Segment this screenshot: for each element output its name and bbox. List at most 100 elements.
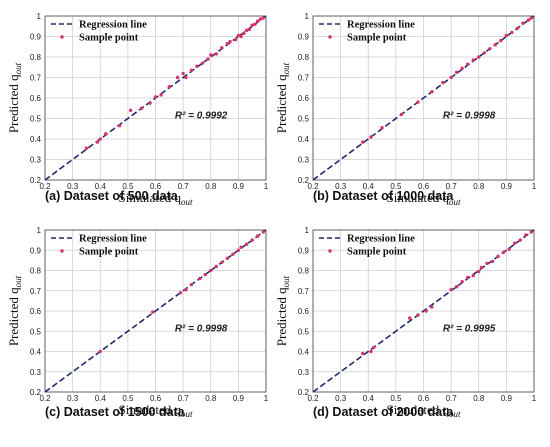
sample-point (496, 254, 500, 259)
x-tick-label: 0.3 (335, 182, 347, 191)
y-tick-label: 0.2 (30, 176, 42, 185)
x-tick-label: 0.8 (473, 182, 485, 191)
x-tick-label: 0.6 (150, 394, 162, 403)
sample-point (515, 26, 520, 30)
sample-point (203, 272, 207, 277)
sample-point (128, 108, 133, 113)
sample-point (372, 345, 376, 350)
sample-point (195, 64, 199, 68)
legend-label-regression: Regression line (79, 20, 147, 31)
x-tick-label: 1 (264, 394, 269, 403)
y-tick-label: 0.9 (30, 246, 42, 255)
sample-point (148, 101, 152, 105)
sample-point (507, 247, 511, 251)
x-tick-label: 1 (532, 182, 537, 191)
x-tick-label: 0.3 (67, 394, 79, 403)
x-tick-label: 1 (264, 182, 269, 191)
legend-swatch-sample (60, 35, 64, 39)
sample-point (178, 291, 183, 295)
sample-point (244, 28, 249, 33)
sample-point (198, 276, 202, 281)
sample-point (477, 269, 481, 274)
sample-point (184, 288, 188, 292)
x-tick-label: 0.5 (122, 182, 134, 191)
sample-point (214, 52, 218, 56)
sample-point (369, 349, 373, 354)
sample-point (258, 17, 263, 21)
sample-point (250, 238, 254, 242)
sample-point (416, 313, 420, 317)
sample-point (466, 62, 470, 66)
y-axis-label: Predicted qout (274, 275, 291, 346)
y-tick-label: 0.5 (298, 327, 310, 336)
regression-line (44, 229, 267, 393)
sample-point (369, 135, 373, 139)
legend-swatch-sample (328, 35, 332, 39)
sample-point (510, 30, 514, 35)
sample-point (521, 21, 525, 25)
sample-point (430, 90, 434, 94)
y-tick-label: 0.8 (298, 53, 310, 62)
y-tick-label: 0.5 (298, 115, 310, 124)
sample-point (518, 238, 522, 242)
sample-point (209, 268, 213, 273)
chart-panel-1: 0.20.2 0.3 0.3 0.4 0.4 0.5 0.5 0.6 0.6 0.7 0.7 0.8 0… (274, 12, 537, 207)
y-axis-label: Predicted qout (6, 62, 23, 133)
sample-point (256, 234, 260, 238)
sample-point (225, 256, 230, 261)
y-tick-label: 0.5 (30, 327, 42, 336)
y-axis-label-subscript: out (281, 62, 291, 74)
sample-point (239, 245, 243, 249)
sample-point (471, 273, 475, 278)
y-tick-label: 1 (305, 226, 310, 235)
x-tick-label: 0.4 (95, 394, 107, 403)
sample-point (449, 75, 453, 80)
r-squared-label: R² = 0.9998 (175, 323, 228, 334)
sample-point (220, 260, 224, 265)
sample-point (153, 95, 158, 99)
sample-point (117, 123, 122, 128)
x-tick-label: 0.8 (473, 394, 485, 403)
legend-swatch-sample (328, 249, 332, 253)
y-tick-label: 0.7 (298, 74, 310, 83)
x-tick-label: 0.2 (307, 394, 319, 403)
y-tick-label: 0.6 (298, 307, 310, 316)
y-tick-label: 0.7 (298, 287, 310, 296)
legend-swatch-sample (60, 249, 64, 253)
y-tick-label: 0.9 (298, 246, 310, 255)
sample-point (253, 22, 257, 26)
sample-point (95, 140, 100, 144)
x-tick-label: 0.8 (205, 182, 217, 191)
panel-caption: (c) Dataset of 1500 data (45, 405, 186, 419)
sample-point (471, 58, 475, 62)
sample-point (239, 34, 243, 39)
x-axis-label: Simulated qout (387, 190, 461, 207)
sample-point (529, 230, 533, 234)
y-tick-label: 0.4 (30, 348, 42, 357)
panel-caption: (d) Dataset of 2000 data (313, 405, 454, 419)
y-tick-label: 0.4 (30, 135, 42, 144)
sample-point (407, 316, 412, 320)
y-tick-label: 0.6 (298, 94, 310, 103)
sample-point (220, 46, 224, 50)
sample-point (490, 259, 495, 264)
y-tick-label: 0.3 (298, 368, 310, 377)
x-tick-label: 0.3 (335, 394, 347, 403)
r-squared-label: R² = 0.9995 (443, 323, 496, 334)
sample-point (256, 19, 260, 23)
panel-caption: (b) Dataset of 1000 data (313, 189, 454, 203)
sample-point (214, 264, 218, 269)
y-axis-label: Predicted qout (274, 62, 291, 133)
x-axis-label-subscript: out (449, 197, 461, 207)
sample-point (236, 33, 241, 38)
legend-label-regression: Regression line (347, 20, 415, 31)
sample-point (477, 55, 481, 59)
sample-point (501, 250, 506, 254)
legend-label-regression: Regression line (79, 234, 147, 245)
sample-point (250, 23, 254, 27)
sample-point (380, 126, 384, 130)
y-tick-label: 0.3 (298, 156, 310, 165)
sample-point (466, 275, 470, 280)
